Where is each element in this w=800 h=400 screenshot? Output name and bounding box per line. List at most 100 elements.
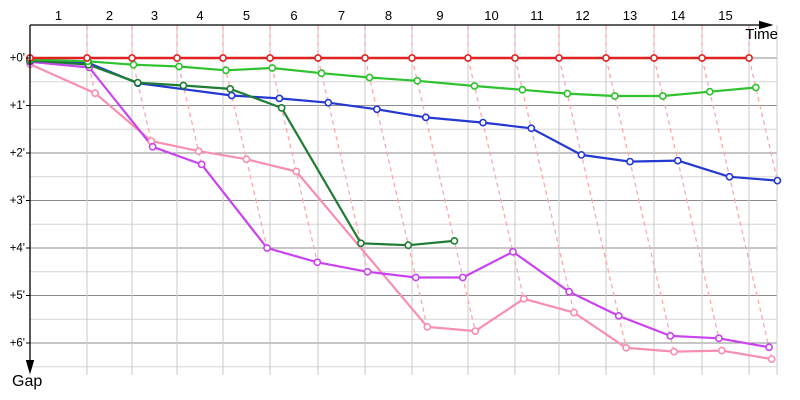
series-marker-green	[563, 89, 572, 98]
series-marker-red-leader	[173, 54, 181, 62]
series-marker-magenta	[313, 258, 322, 267]
x-tick-label-9: 9	[436, 8, 443, 23]
x-tick-label-6: 6	[290, 8, 297, 23]
series-marker-pink	[292, 167, 301, 176]
series-marker-magenta	[509, 247, 517, 256]
y-tick-label-3: +3'	[10, 195, 25, 207]
series-marker-red-leader	[128, 54, 136, 62]
series-marker-pink	[717, 346, 726, 355]
series-marker-green	[518, 85, 527, 94]
series-marker-magenta	[765, 343, 773, 352]
series-marker-red-leader	[698, 54, 706, 62]
series-marker-blue	[725, 172, 734, 181]
x-tick-label-8: 8	[385, 8, 392, 23]
series-marker-red-leader	[464, 54, 472, 62]
series-marker-magenta	[666, 331, 675, 340]
series-marker-pink	[471, 327, 480, 335]
series-marker-dark-green	[179, 81, 188, 90]
x-tick-label-1: 1	[55, 8, 62, 23]
series-marker-dark-green	[226, 85, 235, 93]
y-tick-label-2: +2'	[10, 148, 25, 160]
y-tick-label-6: +6'	[10, 338, 25, 350]
series-marker-dark-green	[450, 236, 459, 245]
series-marker-pink	[91, 89, 99, 98]
series-marker-magenta	[363, 267, 372, 276]
series-marker-green	[658, 92, 667, 100]
series-marker-blue	[773, 176, 782, 185]
series-marker-green	[175, 62, 183, 71]
series-marker-green	[365, 73, 374, 82]
series-marker-pink	[570, 308, 578, 317]
lap-reference-line	[748, 26, 779, 181]
lap-reference-line	[222, 26, 268, 249]
lap-reference-line	[269, 26, 318, 263]
series-marker-blue	[577, 150, 586, 159]
y-tick-label-5: +5'	[10, 290, 25, 302]
series-marker-dark-green	[404, 241, 413, 250]
lap-reference-line	[411, 26, 476, 332]
y-axis-title: Gap	[12, 373, 43, 390]
series-marker-red-leader	[511, 54, 519, 62]
series-marker-dark-green	[277, 104, 286, 112]
series-marker-magenta	[614, 311, 623, 320]
lap-reference-line	[317, 26, 369, 272]
lap-reference-line	[176, 26, 203, 165]
series-marker-blue	[324, 98, 333, 107]
lap-reference-line	[514, 26, 575, 313]
series-marker-magenta	[148, 142, 157, 151]
series-marker-blue	[227, 91, 236, 100]
series-marker-red-leader	[361, 54, 369, 62]
x-axis-title: Time	[745, 26, 778, 43]
series-marker-green	[221, 66, 230, 75]
series-marker-blue	[479, 118, 487, 127]
x-tick-label-2: 2	[106, 8, 113, 23]
series-marker-green	[610, 92, 619, 100]
series-marker-green	[413, 76, 422, 85]
y-axis-arrow	[25, 360, 35, 375]
series-marker-blue	[626, 157, 634, 166]
x-tick-label-4: 4	[196, 8, 203, 23]
x-tick-label-7: 7	[338, 8, 345, 23]
x-tick-label-5: 5	[243, 8, 250, 23]
x-tick-label-15: 15	[718, 8, 732, 23]
series-marker-blue	[673, 156, 682, 165]
y-tick-label-1: +1'	[10, 100, 25, 112]
x-tick-label-12: 12	[575, 8, 589, 23]
series-marker-dark-green	[356, 239, 365, 248]
series-marker-red-leader	[83, 54, 91, 62]
series-marker-magenta	[197, 160, 206, 169]
y-tick-label-0: +0'	[10, 53, 25, 65]
series-marker-red-leader	[745, 54, 753, 62]
series-marker-red-leader	[650, 54, 658, 62]
series-line-magenta	[28, 60, 771, 349]
x-tick-label-10: 10	[484, 8, 498, 23]
x-axis-arrow	[759, 20, 774, 30]
series-marker-red-leader	[555, 54, 563, 62]
series-marker-blue	[275, 94, 284, 103]
series-marker-blue	[372, 105, 381, 114]
series-marker-pink	[194, 147, 203, 155]
series-marker-red-leader	[602, 54, 610, 62]
x-tick-label-14: 14	[671, 8, 685, 23]
series-marker-pink	[242, 155, 251, 164]
series-marker-magenta	[458, 273, 467, 282]
series-marker-pink	[670, 347, 678, 356]
series-marker-pink	[423, 322, 432, 331]
series-marker-red-leader	[314, 54, 322, 62]
series-marker-green	[470, 82, 479, 90]
series-marker-green	[268, 64, 277, 72]
x-tick-label-3: 3	[151, 8, 158, 23]
series-marker-green	[751, 83, 760, 92]
series-marker-green	[317, 69, 326, 78]
series-marker-red-leader	[219, 54, 227, 62]
series-marker-magenta	[263, 244, 271, 252]
series-marker-magenta	[411, 273, 420, 282]
series-line-pink	[28, 63, 773, 361]
series-marker-dark-green	[133, 78, 142, 87]
series-marker-red-leader	[266, 54, 274, 62]
series-marker-blue	[421, 113, 430, 122]
series-marker-pink	[519, 294, 528, 303]
series-marker-pink	[622, 343, 630, 352]
